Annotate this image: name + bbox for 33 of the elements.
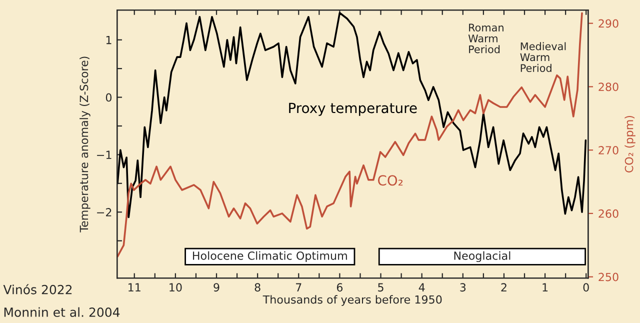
x-tick-label: 0 <box>583 283 589 292</box>
annotation: Medieval Warm Period <box>520 42 566 72</box>
y2-tick-label: 290 <box>598 19 618 28</box>
x-tick-label: 11 <box>128 283 140 292</box>
x-tick-label: 9 <box>214 283 220 292</box>
y-tick-label: 1 <box>106 36 112 44</box>
y2-tick-label: 260 <box>598 209 618 218</box>
x-tick-label: 3 <box>460 283 466 292</box>
x-tick-label: 10 <box>170 283 182 292</box>
band-label: Neoglacial <box>454 251 510 262</box>
line-series <box>117 12 587 218</box>
x-tick-label: 8 <box>254 283 260 292</box>
x-tick-label: 1 <box>542 283 548 292</box>
y2-tick-label: 250 <box>598 272 618 282</box>
annotation: Roman Warm Period <box>468 24 504 54</box>
x-tick-label: 2 <box>501 283 506 292</box>
y-tick-label: 0 <box>106 93 112 102</box>
series-label: Proxy temperature <box>289 102 417 116</box>
y-tick-label: −1 <box>97 150 112 159</box>
x-axis-title: Thousands of years before 1950 <box>262 295 442 306</box>
band-label: Holocene Climatic Optimum <box>192 251 347 262</box>
y-tick-label: −2 <box>97 208 112 216</box>
y-axis-title: Temperature anomaly (Z-Score) <box>80 56 90 232</box>
text: Vinós 2022 <box>3 284 72 294</box>
x-tick-label: 6 <box>336 283 343 292</box>
y2-axis-title: CO₂ (ppm) <box>624 116 636 172</box>
x-tick-label: 5 <box>378 283 384 292</box>
x-tick-label: 4 <box>418 283 425 292</box>
y2-tick-label: 270 <box>598 146 618 154</box>
text: Monnin et al. 2004 <box>4 307 120 317</box>
y2-tick-label: 280 <box>598 82 618 92</box>
x-tick-label: 7 <box>296 283 302 292</box>
series-label: CO₂ <box>378 175 403 186</box>
